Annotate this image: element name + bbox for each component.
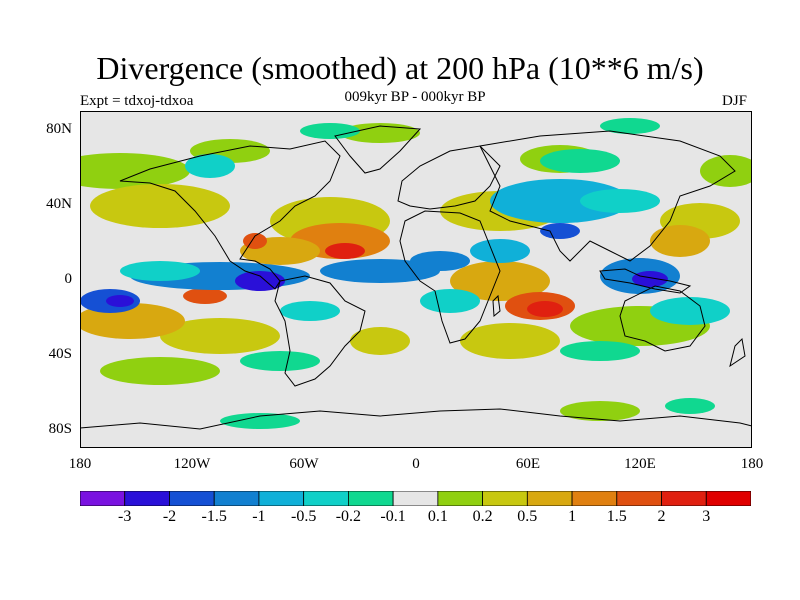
field-contour bbox=[106, 295, 134, 307]
lon-label: 120W bbox=[173, 456, 211, 472]
lat-label: 40S bbox=[48, 346, 72, 362]
field-contour bbox=[650, 297, 730, 325]
colorbar-swatch bbox=[661, 491, 707, 506]
field-contour bbox=[420, 289, 480, 313]
field-contour bbox=[632, 271, 668, 287]
lat-label: 0 bbox=[64, 271, 73, 287]
colorbar-swatch bbox=[705, 491, 751, 506]
colorbar-label: 2 bbox=[657, 508, 666, 525]
colorbar-label: -0.1 bbox=[380, 508, 406, 525]
colorbar-label: 0.1 bbox=[427, 508, 448, 525]
divergence-field bbox=[80, 118, 752, 429]
field-contour bbox=[470, 239, 530, 263]
field-contour bbox=[665, 398, 715, 414]
field-contour bbox=[235, 271, 285, 291]
field-contour bbox=[325, 243, 365, 259]
field-contour bbox=[243, 233, 267, 249]
colorbar-label: -0.2 bbox=[335, 508, 362, 525]
lat-label: 80S bbox=[48, 421, 72, 437]
colorbar-swatch bbox=[482, 491, 528, 506]
map-title: Divergence (smoothed) at 200 hPa (10**6 … bbox=[96, 50, 704, 86]
colorbar-swatch bbox=[437, 491, 483, 506]
colorbar-swatch bbox=[571, 491, 618, 506]
colorbar-swatch bbox=[303, 491, 349, 506]
colorbar-swatch bbox=[526, 491, 573, 506]
field-contour bbox=[320, 259, 440, 283]
experiment-label: Expt = tdxoj-tdxoa bbox=[80, 93, 194, 109]
lon-label: 60E bbox=[515, 456, 541, 472]
field-contour bbox=[280, 301, 340, 321]
map-panel bbox=[80, 111, 752, 448]
colorbar-swatch bbox=[258, 491, 305, 506]
field-contour bbox=[160, 318, 280, 354]
field-contour bbox=[700, 155, 752, 187]
colorbar-label: 0.5 bbox=[517, 508, 538, 525]
colorbar bbox=[80, 491, 751, 506]
colorbar-label: 0.2 bbox=[472, 508, 493, 525]
field-contour bbox=[350, 327, 410, 355]
field-contour bbox=[540, 149, 620, 173]
lon-label: 120E bbox=[624, 456, 656, 472]
colorbar-label: -1 bbox=[252, 508, 266, 525]
lat-label: 80N bbox=[46, 121, 72, 137]
colorbar-swatch bbox=[616, 491, 662, 506]
colorbar-label: 1 bbox=[568, 508, 577, 525]
field-contour bbox=[120, 261, 200, 281]
colorbar-swatch bbox=[80, 491, 126, 506]
field-contour bbox=[80, 153, 190, 189]
field-contour bbox=[185, 154, 235, 178]
field-contour bbox=[240, 351, 320, 371]
field-contour bbox=[300, 123, 360, 139]
field-contour bbox=[527, 301, 563, 317]
colorbar-swatch bbox=[169, 491, 215, 506]
colorbar-label: -1.5 bbox=[201, 508, 227, 525]
field-contour bbox=[600, 118, 660, 134]
season-label: DJF bbox=[722, 93, 748, 109]
colorbar-label: -0.5 bbox=[291, 508, 317, 525]
field-contour bbox=[560, 401, 640, 421]
map-frame bbox=[80, 111, 752, 448]
lat-label: 40N bbox=[46, 196, 72, 212]
field-contour bbox=[450, 261, 550, 301]
field-contour bbox=[100, 357, 220, 385]
colorbar-swatch bbox=[213, 491, 260, 506]
divergence-map bbox=[80, 111, 752, 448]
field-contour bbox=[410, 251, 470, 271]
colorbar-swatch bbox=[392, 491, 439, 506]
field-contour bbox=[540, 223, 580, 239]
field-contour bbox=[183, 288, 227, 304]
map-subtitle: 009kyr BP - 000kyr BP bbox=[344, 89, 486, 105]
colorbar-label: -3 bbox=[118, 508, 132, 525]
colorbar-label: 1.5 bbox=[606, 508, 627, 525]
field-contour bbox=[580, 189, 660, 213]
lon-label: 180 bbox=[740, 456, 764, 472]
coastlines bbox=[80, 125, 752, 430]
field-contour bbox=[650, 225, 710, 257]
colorbar-swatch bbox=[124, 491, 170, 506]
lon-label: 180 bbox=[68, 456, 92, 472]
field-contour bbox=[460, 323, 560, 359]
lon-label: 60W bbox=[289, 456, 319, 472]
lon-label: 0 bbox=[412, 456, 420, 472]
field-contour bbox=[90, 184, 230, 228]
colorbar-label: -2 bbox=[162, 508, 177, 525]
field-contour bbox=[560, 341, 640, 361]
field-contour bbox=[220, 413, 300, 429]
colorbar-label: 3 bbox=[702, 508, 711, 525]
field-contour bbox=[490, 179, 630, 223]
colorbar-swatch bbox=[347, 491, 394, 506]
